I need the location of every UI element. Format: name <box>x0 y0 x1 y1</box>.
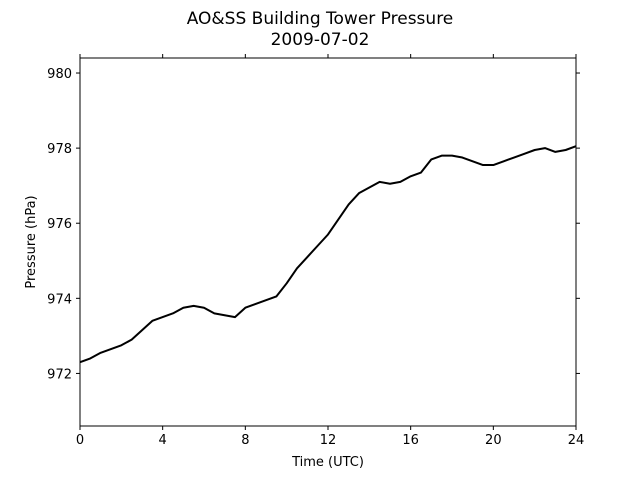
x-tick-label: 8 <box>241 433 249 448</box>
y-tick-label: 972 <box>47 367 72 382</box>
x-tick-label: 4 <box>159 433 167 448</box>
x-tick-label: 20 <box>485 433 502 448</box>
y-tick-label: 978 <box>47 142 72 157</box>
chart-title: AO&SS Building Tower Pressure <box>187 9 454 29</box>
x-tick-label: 0 <box>76 433 84 448</box>
x-tick-label: 24 <box>568 433 585 448</box>
x-tick-label: 16 <box>402 433 419 448</box>
x-axis-label: Time (UTC) <box>291 455 364 470</box>
plot-frame <box>79 57 577 427</box>
data-line <box>79 145 577 364</box>
x-tick-label: 12 <box>320 433 337 448</box>
chart-subtitle: 2009-07-02 <box>271 30 370 50</box>
y-tick-label: 976 <box>47 217 72 232</box>
y-axis-label: Pressure (hPa) <box>24 195 39 288</box>
y-tick-label: 974 <box>47 292 72 307</box>
y-tick-label: 980 <box>47 67 72 82</box>
